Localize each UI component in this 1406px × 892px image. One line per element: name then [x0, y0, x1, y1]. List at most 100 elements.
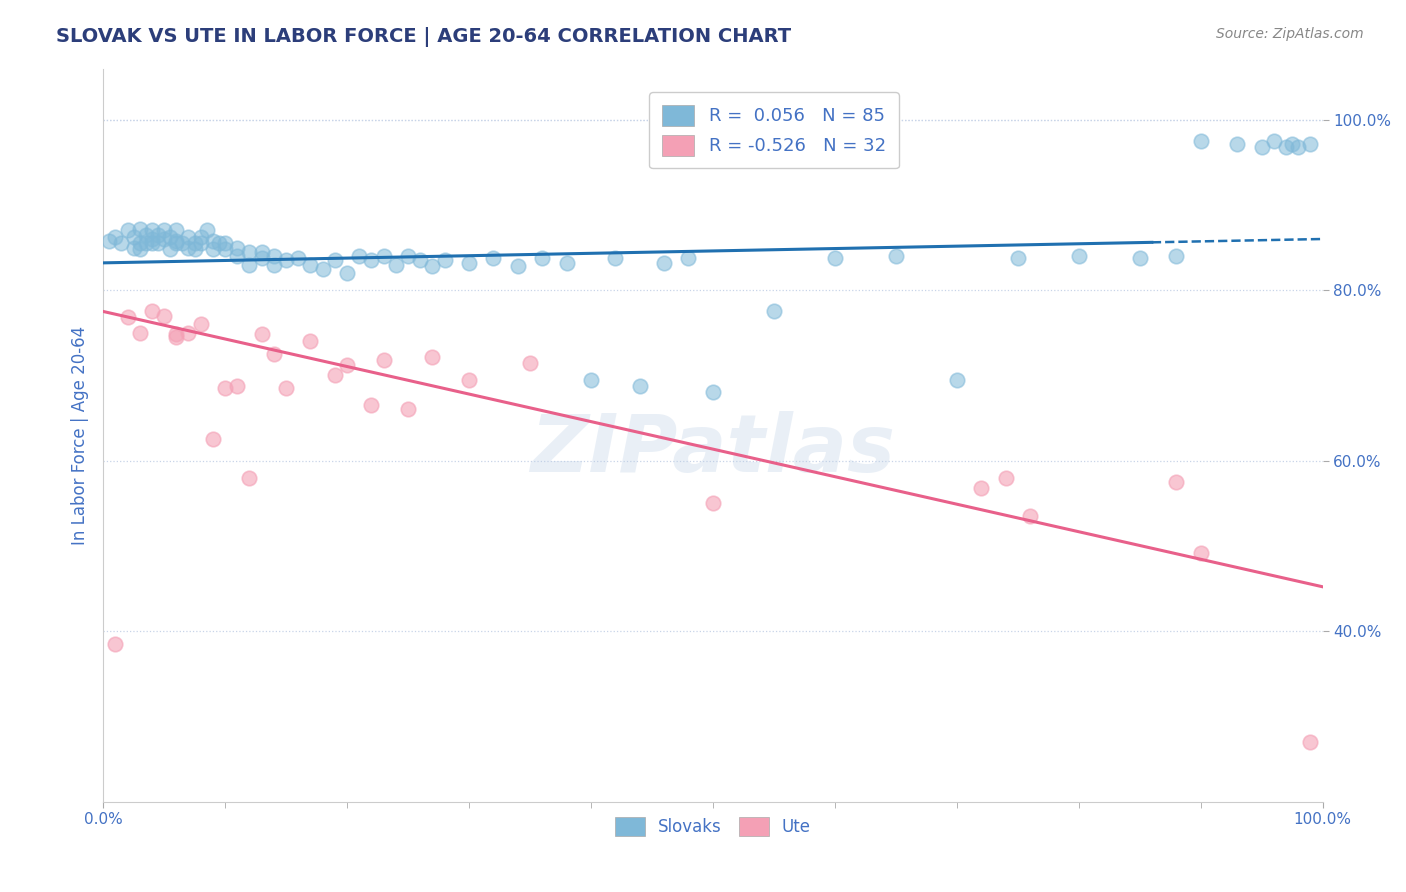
Point [579, 373, 602, 387]
Point [1067, 249, 1090, 263]
Point [385, 258, 408, 272]
Text: Source: ZipAtlas.com: Source: ZipAtlas.com [1216, 27, 1364, 41]
Point [135, 236, 157, 251]
Point [117, 223, 139, 237]
Point [762, 304, 785, 318]
Point [702, 385, 724, 400]
Point [153, 309, 176, 323]
Point [274, 381, 297, 395]
Point [141, 232, 163, 246]
Point [506, 260, 529, 274]
Point [1019, 509, 1042, 524]
Point [190, 230, 212, 244]
Point [1281, 136, 1303, 151]
Legend: Slovaks, Ute: Slovaks, Ute [606, 809, 820, 845]
Point [263, 347, 285, 361]
Point [135, 227, 157, 242]
Point [165, 236, 187, 251]
Point [98, 234, 121, 248]
Point [1166, 249, 1188, 263]
Point [238, 258, 260, 272]
Point [311, 261, 333, 276]
Point [141, 236, 163, 251]
Point [994, 471, 1017, 485]
Point [250, 244, 273, 259]
Point [208, 236, 231, 251]
Point [104, 230, 127, 244]
Point [1275, 140, 1298, 154]
Point [287, 251, 309, 265]
Point [824, 251, 846, 265]
Point [1250, 140, 1272, 154]
Point [201, 432, 224, 446]
Point [1299, 735, 1322, 749]
Point [201, 242, 224, 256]
Point [190, 317, 212, 331]
Point [1129, 251, 1152, 265]
Point [555, 256, 578, 270]
Point [201, 234, 224, 248]
Point [360, 398, 382, 412]
Point [360, 253, 382, 268]
Point [177, 240, 200, 254]
Point [177, 230, 200, 244]
Point [422, 350, 444, 364]
Text: SLOVAK VS UTE IN LABOR FORCE | AGE 20-64 CORRELATION CHART: SLOVAK VS UTE IN LABOR FORCE | AGE 20-64… [56, 27, 792, 46]
Point [128, 242, 150, 256]
Point [250, 251, 273, 265]
Point [336, 266, 359, 280]
Point [396, 249, 419, 263]
Point [323, 253, 346, 268]
Point [1299, 136, 1322, 151]
Point [1286, 140, 1309, 154]
Point [274, 253, 297, 268]
Point [195, 223, 218, 237]
Point [250, 327, 273, 342]
Point [190, 236, 212, 251]
Point [1189, 134, 1212, 148]
Point [117, 310, 139, 325]
Point [263, 249, 285, 263]
Point [128, 236, 150, 251]
Point [104, 637, 127, 651]
Point [299, 334, 322, 349]
Point [945, 373, 967, 387]
Point [422, 260, 444, 274]
Point [1166, 475, 1188, 489]
Point [214, 242, 236, 256]
Point [153, 223, 176, 237]
Point [531, 251, 554, 265]
Point [1226, 136, 1249, 151]
Point [183, 236, 205, 251]
Point [1007, 251, 1029, 265]
Point [1189, 546, 1212, 560]
Point [226, 249, 249, 263]
Point [323, 368, 346, 383]
Point [159, 242, 181, 256]
Point [884, 249, 907, 263]
Point [141, 304, 163, 318]
Point [122, 230, 145, 244]
Point [159, 230, 181, 244]
Point [628, 378, 651, 392]
Point [172, 236, 194, 251]
Point [433, 253, 456, 268]
Point [177, 326, 200, 340]
Point [482, 251, 505, 265]
Point [226, 240, 249, 254]
Point [458, 373, 481, 387]
Point [970, 481, 993, 495]
Point [347, 249, 370, 263]
Point [1263, 134, 1285, 148]
Point [214, 236, 236, 251]
Point [519, 355, 541, 369]
Point [165, 330, 187, 344]
Point [678, 251, 700, 265]
Point [409, 253, 432, 268]
Point [299, 258, 322, 272]
Point [336, 358, 359, 372]
Point [458, 256, 481, 270]
Point [226, 378, 249, 392]
Y-axis label: In Labor Force | Age 20-64: In Labor Force | Age 20-64 [72, 326, 89, 545]
Point [238, 244, 260, 259]
